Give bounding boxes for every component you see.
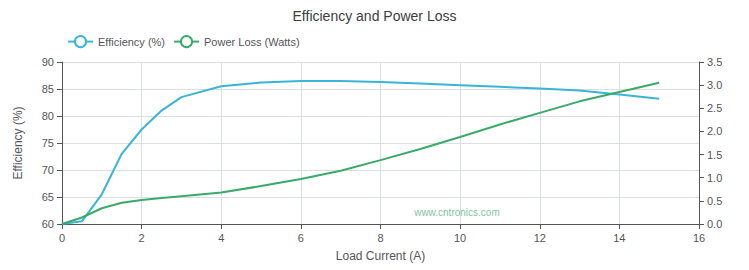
svg-text:Efficiency and Power Loss: Efficiency and Power Loss bbox=[293, 8, 457, 24]
svg-text:www.cntronics.com: www.cntronics.com bbox=[413, 207, 500, 218]
svg-text:2.0: 2.0 bbox=[707, 125, 722, 137]
svg-text:16: 16 bbox=[693, 232, 705, 244]
svg-text:75: 75 bbox=[42, 137, 54, 149]
svg-text:65: 65 bbox=[42, 191, 54, 203]
svg-text:1.5: 1.5 bbox=[707, 149, 722, 161]
svg-text:8: 8 bbox=[377, 232, 383, 244]
svg-text:2: 2 bbox=[139, 232, 145, 244]
svg-text:1.0: 1.0 bbox=[707, 172, 722, 184]
svg-text:70: 70 bbox=[42, 164, 54, 176]
svg-text:12: 12 bbox=[534, 232, 546, 244]
svg-text:0.0: 0.0 bbox=[707, 218, 722, 230]
svg-text:14: 14 bbox=[613, 232, 625, 244]
svg-text:0.5: 0.5 bbox=[707, 195, 722, 207]
svg-text:3.5: 3.5 bbox=[707, 56, 722, 68]
svg-text:10: 10 bbox=[454, 232, 466, 244]
svg-text:6: 6 bbox=[298, 232, 304, 244]
svg-text:2.5: 2.5 bbox=[707, 102, 722, 114]
svg-text:4: 4 bbox=[218, 232, 224, 244]
svg-text:85: 85 bbox=[42, 83, 54, 95]
svg-text:90: 90 bbox=[42, 56, 54, 68]
svg-text:3.0: 3.0 bbox=[707, 79, 722, 91]
svg-text:Power Loss (Watts): Power Loss (Watts) bbox=[204, 36, 300, 48]
svg-text:60: 60 bbox=[42, 218, 54, 230]
svg-text:Efficiency (%): Efficiency (%) bbox=[11, 106, 25, 179]
svg-text:Efficiency (%): Efficiency (%) bbox=[98, 36, 165, 48]
svg-text:0: 0 bbox=[59, 232, 65, 244]
svg-text:80: 80 bbox=[42, 110, 54, 122]
svg-text:Load Current (A): Load Current (A) bbox=[336, 249, 425, 263]
